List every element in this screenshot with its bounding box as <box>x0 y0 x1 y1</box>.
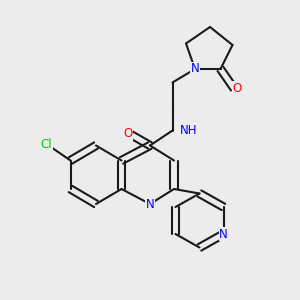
Text: O: O <box>232 82 242 95</box>
Text: N: N <box>190 62 200 76</box>
Text: N: N <box>219 227 228 241</box>
Text: N: N <box>146 197 154 211</box>
Text: O: O <box>123 127 132 140</box>
Text: Cl: Cl <box>41 137 52 151</box>
Text: NH: NH <box>180 124 197 137</box>
